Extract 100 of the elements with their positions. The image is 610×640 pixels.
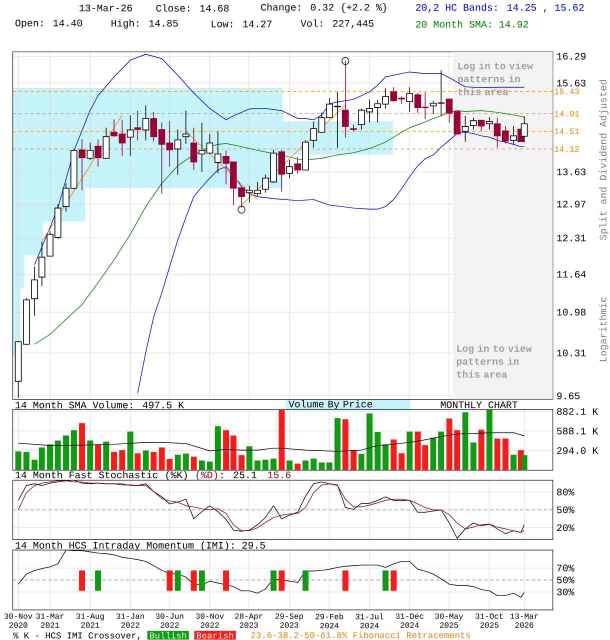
y-tick-label: 30% (557, 588, 574, 596)
bar (358, 454, 364, 470)
text: Bullish (150, 632, 186, 639)
chart-title: 14 Month HCS Intraday Momentum (IMI): 29.5 (16, 541, 266, 551)
ref-line-label: 15.43 (554, 88, 580, 94)
y-tick-label: 15.63 (557, 80, 586, 86)
text: Open: 14.40 (16, 20, 82, 28)
candlestick (182, 110, 190, 144)
candlestick (134, 110, 142, 141)
bar (142, 450, 149, 470)
chart-title: 14 Month SMA Volume: 497.5 K (16, 401, 184, 408)
bar (15, 451, 22, 470)
text: MONTHLY CHART (440, 401, 518, 408)
bar (47, 444, 54, 470)
text: High: 14.85 (112, 19, 178, 29)
y-tick-label: 50% (557, 506, 574, 514)
bar (183, 454, 190, 470)
bar (494, 438, 500, 470)
bar (254, 460, 261, 470)
bar (95, 444, 102, 470)
bar (406, 432, 413, 470)
y-tick-label: 588.1 K (557, 428, 598, 434)
text: Change: 0.32 {+2.2 %} (261, 3, 387, 13)
y-tick-label: 10.31 (557, 350, 586, 356)
bar (238, 455, 245, 470)
text: Vol: 227,445 (300, 19, 374, 28)
y-tick-label: 12.97 (557, 200, 586, 208)
bar (215, 426, 222, 470)
bar (302, 460, 309, 470)
bar (174, 454, 181, 470)
bar (71, 430, 77, 470)
bar (521, 455, 528, 470)
candlestick (486, 116, 493, 130)
candlestick (520, 116, 528, 143)
chart-title: 14 Month Fast Stochastic (16, 470, 158, 478)
bar (270, 458, 277, 470)
bar (374, 432, 381, 470)
y-tick-label: 294.0 K (557, 447, 598, 454)
bar (502, 438, 508, 470)
bar (127, 432, 134, 470)
candlestick (214, 130, 222, 174)
y-tick-label: 20% (557, 524, 574, 532)
y-tick-label: 16.29 (557, 52, 586, 60)
bar (486, 410, 492, 470)
bar (278, 410, 285, 470)
text: 20 Month SMA: 14.92 (416, 20, 528, 28)
bar (199, 460, 206, 470)
y-tick-label: 70% (557, 564, 574, 572)
candlestick (278, 149, 286, 192)
candlestick (86, 142, 94, 160)
candlestick (470, 117, 477, 130)
bar (334, 418, 341, 470)
y-tick-label: 11.64 (557, 270, 586, 278)
candlestick (294, 156, 302, 174)
text: Volume By Price (288, 400, 372, 410)
bar (390, 439, 397, 470)
annotation: Log in to view patterns in this area (457, 344, 532, 378)
text: 13-Mar-26 (80, 4, 132, 12)
band-label: Log in to view patterns in this area (458, 62, 534, 96)
bar (510, 454, 517, 470)
text: Low: 14.27 (212, 20, 272, 28)
bar (382, 444, 389, 470)
bar (342, 419, 348, 470)
line-series (18, 432, 525, 452)
y-tick-label: 50% (557, 576, 574, 584)
text: 15.6 (268, 472, 291, 478)
candlestick (190, 127, 198, 170)
bar (398, 453, 405, 470)
text: 23.6-38.2-50-61.8% Fibonacci Retracements (251, 632, 470, 638)
candlestick (31, 266, 38, 316)
bar (87, 440, 94, 470)
candlestick (510, 126, 518, 144)
candlestick (478, 120, 485, 132)
candlestick (286, 160, 294, 178)
bar (119, 450, 126, 470)
bar (190, 456, 197, 470)
bar (350, 450, 357, 470)
text: (%D) (196, 470, 218, 480)
ref-line-label: 14.12 (554, 146, 579, 152)
bar (206, 462, 213, 470)
y-tick-label: 13.63 (557, 168, 586, 176)
bar (366, 413, 373, 470)
candlestick (142, 105, 150, 141)
bar (79, 423, 86, 470)
bar (103, 442, 110, 470)
text: Bearish (197, 632, 234, 639)
candlestick (78, 139, 86, 191)
ref-line-label: 14.91 (554, 110, 580, 117)
y-tick-label: 12.31 (557, 234, 586, 242)
y-tick-label: 882.1 K (557, 408, 598, 415)
bar (438, 432, 444, 470)
text: Logarithmic (599, 297, 609, 362)
bar (63, 435, 70, 470)
y-axis-title: Split and Dividend Adjusted (599, 80, 609, 240)
bar (246, 446, 252, 470)
text: Close: 14.68 (156, 4, 229, 12)
ref-line-label: 14.51 (554, 128, 580, 134)
bar (478, 430, 484, 470)
candlestick (462, 115, 469, 142)
series-label: (%K) (166, 470, 187, 480)
